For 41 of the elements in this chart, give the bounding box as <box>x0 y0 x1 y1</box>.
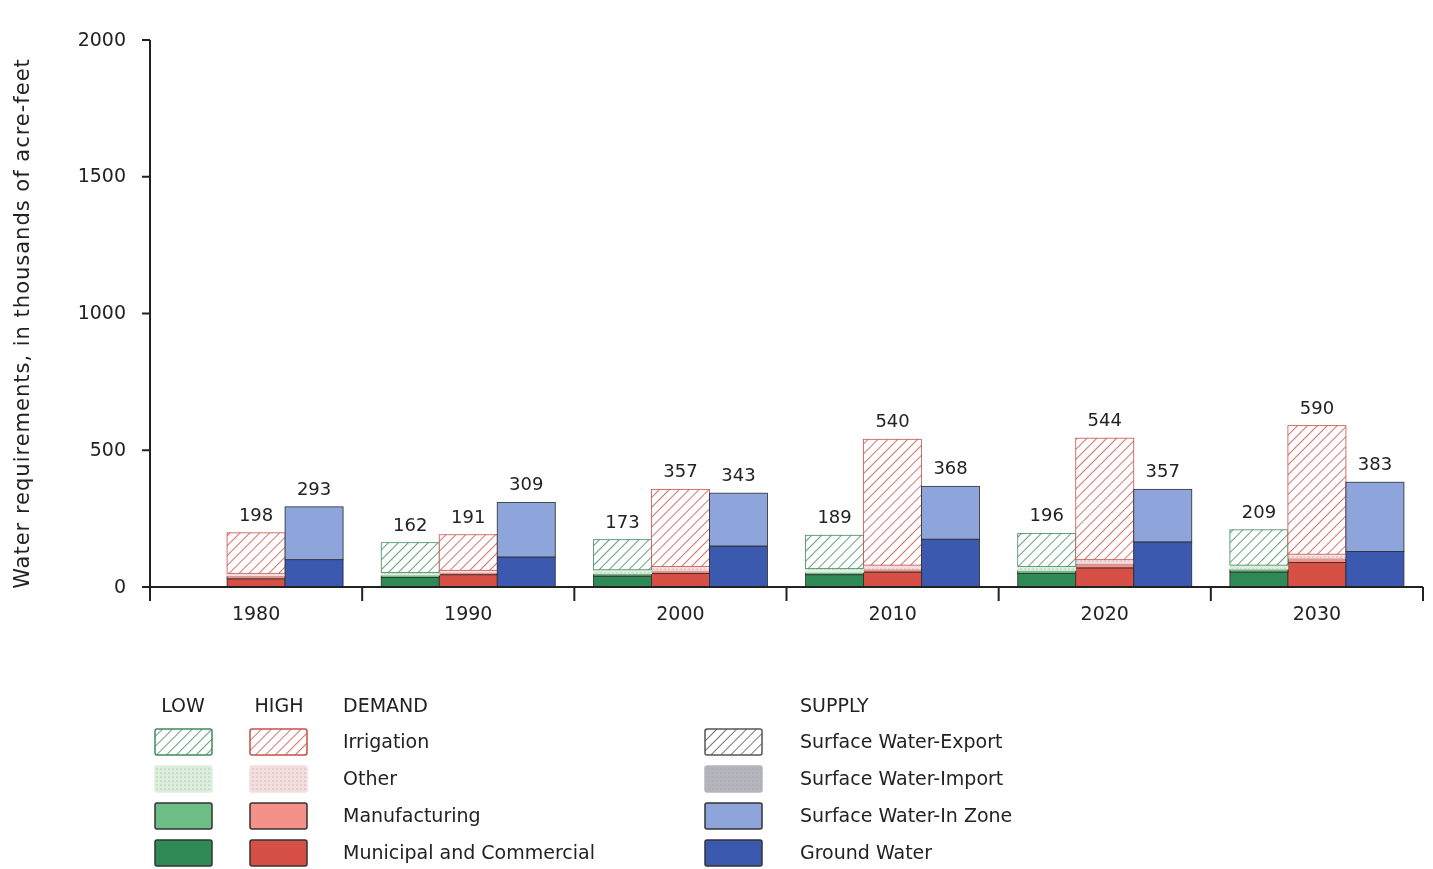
x-tick-label: 1990 <box>444 601 493 624</box>
legend-label: Irrigation <box>343 729 430 752</box>
total-label: 196 <box>1029 504 1064 526</box>
total-label: 189 <box>817 506 852 528</box>
y-tick-label: 2000 <box>77 27 126 50</box>
y-axis-title: Water requirements, in thousands of acre-feet <box>10 58 34 589</box>
text: DEMAND <box>343 693 428 716</box>
x-tick-label: 1980 <box>231 601 281 624</box>
y-tick-label: 0 <box>113 574 126 597</box>
x-tick-label: 2020 <box>1080 601 1129 624</box>
total-label: 209 <box>1241 500 1277 522</box>
legend-label: Surface Water-In Zone <box>800 803 1013 826</box>
total-label: 368 <box>933 457 968 479</box>
text: SUPPLY <box>800 693 869 716</box>
total-label: 540 <box>875 410 910 432</box>
y-tick-label: 500 <box>89 437 126 460</box>
y-tick-label: 1000 <box>77 301 126 323</box>
legend-label: Manufacturing <box>343 803 481 826</box>
legend-label: Municipal and Commercial <box>343 840 595 863</box>
total-label: 357 <box>663 460 698 482</box>
legend-label: Ground Water <box>800 840 933 863</box>
total-label: 590 <box>1299 396 1335 418</box>
text: LOW <box>161 693 206 716</box>
total-label: 383 <box>1357 453 1393 475</box>
x-tick-label: 2010 <box>868 601 917 624</box>
total-label: 293 <box>296 477 332 499</box>
total-label: 544 <box>1087 409 1122 431</box>
legend-label: Other <box>343 766 398 789</box>
x-tick-label: 2000 <box>656 601 705 624</box>
legend-label: Surface Water-Export <box>800 729 1003 752</box>
total-label: 309 <box>509 473 544 495</box>
total-label: 191 <box>451 505 486 527</box>
y-tick-label: 1500 <box>77 164 126 187</box>
total-label: 357 <box>1145 460 1180 482</box>
total-label: 343 <box>721 464 756 486</box>
total-label: 198 <box>238 503 274 525</box>
total-label: 162 <box>393 513 428 535</box>
x-tick-label: 2030 <box>1292 601 1342 624</box>
text: HIGH <box>254 693 304 716</box>
legend-label: Surface Water-Import <box>800 766 1004 789</box>
total-label: 173 <box>605 510 640 532</box>
